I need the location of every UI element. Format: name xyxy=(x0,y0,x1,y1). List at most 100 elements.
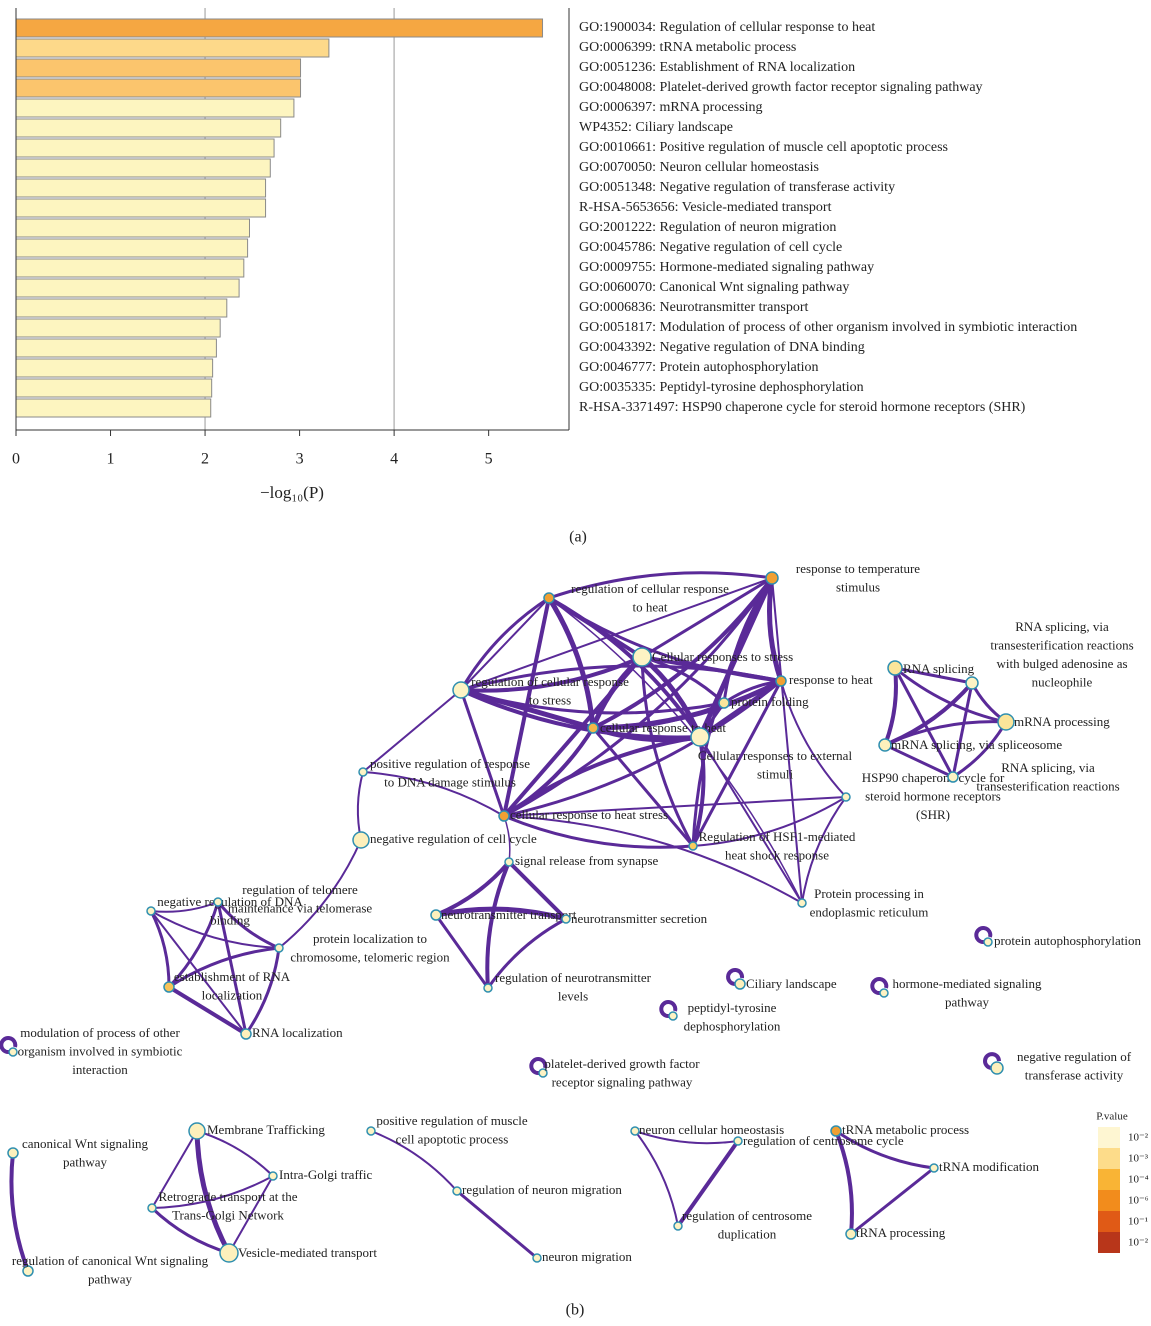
node xyxy=(733,1136,743,1146)
node-label: regulation of centrosome xyxy=(682,1208,812,1223)
bar xyxy=(15,218,250,238)
y-tick-label: GO:0010661: Positive regulation of muscl… xyxy=(579,140,948,155)
node-label: duplication xyxy=(718,1226,777,1241)
edge xyxy=(640,655,703,738)
node-label: transesterification reactions xyxy=(990,637,1133,652)
x-tick-label: 2 xyxy=(201,451,209,468)
edge xyxy=(168,946,280,989)
edge xyxy=(503,796,847,817)
x-axis-label: −log₁₀(P) xyxy=(260,483,324,502)
edge xyxy=(362,689,462,773)
node-label: positive regulation of muscle xyxy=(376,1113,528,1128)
x-tick-label: 5 xyxy=(485,451,493,468)
bar xyxy=(15,398,212,418)
node xyxy=(947,771,959,783)
node-label: tRNA modification xyxy=(939,1159,1040,1174)
legend-swatch xyxy=(1098,1232,1120,1253)
node-label: pathway xyxy=(63,1154,108,1169)
edge xyxy=(460,597,550,691)
edge xyxy=(835,1129,935,1170)
node xyxy=(532,1253,542,1263)
node xyxy=(765,571,779,585)
node xyxy=(452,1186,462,1196)
node-label: tRNA metabolic process xyxy=(842,1122,969,1137)
node xyxy=(483,983,493,993)
bar xyxy=(15,78,302,98)
node xyxy=(188,1122,206,1140)
edge xyxy=(801,796,847,904)
edge xyxy=(884,743,954,779)
node-label: mRNA splicing, via spliceosome xyxy=(891,737,1062,752)
node-label: hormone-mediated signaling xyxy=(892,976,1042,991)
edge xyxy=(634,1130,679,1227)
edge xyxy=(244,947,281,1035)
node xyxy=(887,660,903,676)
edge xyxy=(503,814,694,849)
node xyxy=(797,898,807,908)
node xyxy=(929,1163,939,1173)
node xyxy=(163,981,175,993)
edge xyxy=(691,680,783,847)
edge xyxy=(278,839,362,949)
legend-swatch xyxy=(1098,1211,1120,1232)
node xyxy=(22,1265,34,1277)
node-label: Trans-Golgi Network xyxy=(172,1207,284,1222)
edge xyxy=(151,1175,274,1209)
node-label: Membrane Trafficking xyxy=(207,1122,325,1137)
y-tick-label: GO:0045786: Negative regulation of cell … xyxy=(579,240,842,255)
y-tick-label: GO:0046777: Protein autophosphorylation xyxy=(579,360,819,375)
y-tick-label: GO:2001222: Regulation of neuron migrati… xyxy=(579,220,836,235)
panel-label: (a) xyxy=(569,529,587,546)
node-label: neurotransmitter secretion xyxy=(571,911,708,926)
edge xyxy=(196,1130,274,1177)
y-tick-label: GO:0070050: Neuron cellular homeostasis xyxy=(579,160,819,175)
edge xyxy=(691,736,706,847)
edge xyxy=(167,901,220,989)
node xyxy=(240,1028,252,1040)
node-label: RNA localization xyxy=(252,1025,343,1040)
node-label: regulation of neuron migration xyxy=(462,1182,622,1197)
bar xyxy=(15,238,249,258)
x-tick-label: 3 xyxy=(296,451,304,468)
edge xyxy=(697,576,775,739)
edge xyxy=(150,901,219,913)
y-tick-label: R-HSA-5653656: Vesicle-mediated transpor… xyxy=(579,200,832,215)
self-loop xyxy=(870,977,889,996)
node-label: transesterification reactions xyxy=(976,778,1119,793)
self-loop xyxy=(0,1036,18,1055)
edge xyxy=(591,727,695,847)
edge xyxy=(699,736,803,904)
node xyxy=(213,897,223,907)
node xyxy=(498,810,510,822)
bar xyxy=(15,158,271,178)
legend-swatch xyxy=(1098,1127,1120,1148)
legend-label: 10⁻⁶ xyxy=(1128,1195,1149,1207)
y-tick-label: R-HSA-3371497: HSP90 chaperone cycle for… xyxy=(579,400,1026,415)
legend-label: 10⁻¹ xyxy=(1128,1216,1148,1228)
node-label: regulation of neurotransmitter xyxy=(495,970,652,985)
node-label: modulation of process of other xyxy=(20,1025,180,1040)
node-label: maintenance via telomerase xyxy=(228,900,373,915)
node-label: interaction xyxy=(72,1062,128,1077)
edge xyxy=(460,688,725,715)
node-label: regulation of cellular response xyxy=(471,674,629,689)
edge xyxy=(460,664,782,692)
node-label: positive regulation of response xyxy=(370,756,530,771)
node-label: to DNA damage stimulus xyxy=(384,774,516,789)
x-tick-label: 0 xyxy=(12,451,20,468)
edge xyxy=(216,901,248,1035)
bar xyxy=(15,118,282,138)
edge xyxy=(951,682,974,778)
node-label: Intra-Golgi traffic xyxy=(279,1167,372,1182)
node-label: HSP90 chaperone cycle for xyxy=(862,770,1005,785)
bar xyxy=(15,378,213,398)
legend-swatch xyxy=(1098,1190,1120,1211)
edge xyxy=(883,667,898,746)
edge xyxy=(592,701,725,730)
node-label: regulation of centrosome cycle xyxy=(743,1133,904,1148)
bar xyxy=(15,198,267,218)
node-label: mRNA processing xyxy=(1014,714,1110,729)
node-label: heat shock response xyxy=(725,847,829,862)
node-label: response to temperature xyxy=(796,561,920,576)
edge xyxy=(676,1139,740,1228)
